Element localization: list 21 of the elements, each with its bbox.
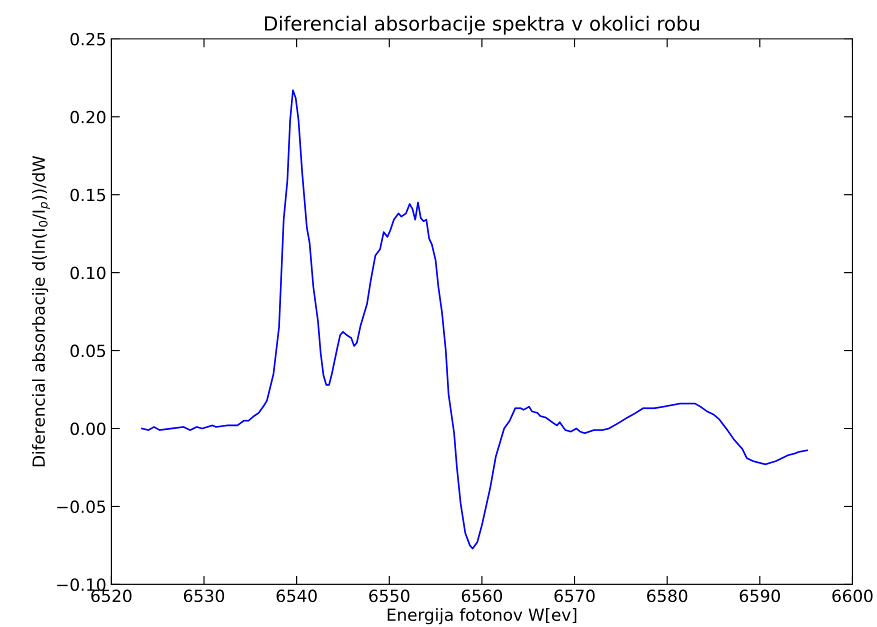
y-tick-label: 0.15 bbox=[70, 188, 106, 202]
x-axis-title: Energija fotonov W[ev] bbox=[388, 608, 576, 624]
y-tick-label: 0.20 bbox=[70, 110, 106, 124]
x-tick-label: 6600 bbox=[832, 590, 873, 602]
y-tick-label: −0.10 bbox=[57, 578, 106, 591]
y-tick-label: 0.10 bbox=[70, 266, 106, 280]
x-tick-label: 6580 bbox=[647, 590, 688, 602]
y-tick-label: 0.05 bbox=[70, 344, 106, 358]
x-tick-label: 6560 bbox=[462, 590, 502, 602]
x-tick-label: 6530 bbox=[184, 590, 224, 602]
y-tick-label: −0.05 bbox=[57, 500, 106, 514]
x-tick-label: 6540 bbox=[276, 590, 317, 602]
line-series bbox=[141, 89, 808, 550]
y-tick-label: 0.25 bbox=[70, 32, 106, 46]
x-tick-label: 6570 bbox=[554, 590, 595, 602]
x-tick-label: 6520 bbox=[91, 590, 132, 602]
y-axis-title: Diferencial absorbacije d(ln(I$_{0}$/I$_{p}$))/dW bbox=[32, 156, 50, 466]
x-tick-label: 6590 bbox=[740, 590, 780, 602]
chart-title: Diferencial absorbacije spektra v okolici robu bbox=[265, 16, 699, 35]
y-tick-label: 0.00 bbox=[70, 422, 106, 436]
x-tick-label: 6550 bbox=[369, 590, 410, 602]
